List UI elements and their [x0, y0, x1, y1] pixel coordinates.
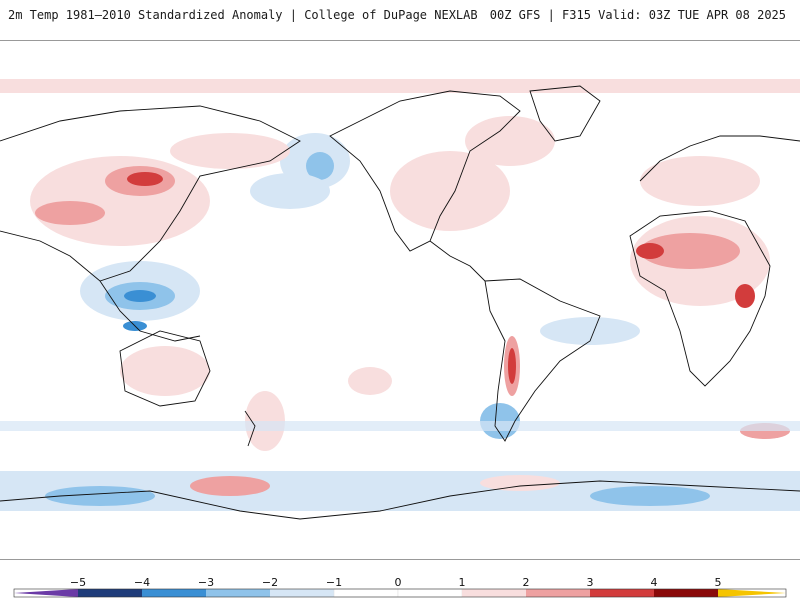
colorbar-bin-7 [462, 589, 526, 597]
coast-greenland [529, 85, 601, 142]
warm-patch-china-core [127, 172, 163, 186]
colorbar-bin-2 [142, 589, 206, 597]
colorbar-tick-label: −1 [325, 576, 343, 589]
warm-patch-africa-mid [640, 233, 740, 269]
colorbar-svg [13, 588, 787, 598]
warm-patch-central-asia [35, 201, 105, 225]
colorbar-tick-label: 2 [522, 576, 530, 589]
warm-patch-north-america [390, 151, 510, 231]
colorbar-bin-5 [333, 588, 399, 598]
colorbar-bin-6 [397, 588, 463, 598]
cold-patch-antarctic-1 [45, 486, 155, 506]
coast-antarctica [0, 480, 800, 520]
cold-patch-maritime-core [124, 290, 156, 302]
colorbar-tick-label: 1 [458, 576, 466, 589]
colorbar-bin-9 [590, 589, 654, 597]
colorbar-tick-label: 4 [650, 576, 658, 589]
header-bar: 2m Temp 1981–2010 Standardized Anomaly |… [0, 0, 800, 40]
coast-asia [0, 105, 301, 282]
cold-patch-north-pacific [250, 173, 330, 209]
colorbar-bin-3 [206, 589, 270, 597]
warm-patch-north-pacific [170, 133, 290, 169]
colorbar-tick-label: 0 [394, 576, 402, 589]
warm-patch-greenland [465, 116, 555, 166]
arctic-warm-band [0, 79, 800, 93]
anomaly-map-svg [0, 79, 800, 520]
colorbar-left-arrow [14, 589, 78, 597]
colorbar-tick-label: −5 [69, 576, 87, 589]
coast-africa [629, 210, 771, 387]
cold-patch-antarctic-2 [590, 486, 710, 506]
coast-se-asia [99, 280, 201, 342]
colorbar-tick-label: 5 [714, 576, 722, 589]
colorbar-bin-10 [654, 589, 718, 597]
model-valid-time: 00Z GFS | F315 Valid: 03Z TUE APR 08 202… [489, 8, 786, 22]
coast-europe [639, 135, 800, 182]
coast-australia [119, 330, 211, 407]
coast-central-america [429, 240, 486, 282]
colorbar-tick-label: −2 [261, 576, 279, 589]
warm-patch-andes-core [508, 348, 516, 384]
colorbar-tick-label: −3 [197, 576, 215, 589]
warm-patch-europe [640, 156, 760, 206]
colorbar-outline [13, 588, 787, 598]
coast-new-zealand [244, 410, 256, 447]
warm-patch-antarctic-2 [480, 475, 560, 491]
cold-patch-bering-mid [306, 152, 334, 180]
colorbar-tick-label: −4 [133, 576, 151, 589]
cold-patch-south-atlantic [540, 317, 640, 345]
colorbar-bin-1 [78, 589, 142, 597]
map-title: 2m Temp 1981–2010 Standardized Anomaly |… [8, 8, 478, 22]
anomaly-shading [0, 79, 800, 511]
warm-patch-east-africa [735, 284, 755, 308]
warm-patch-australia [120, 346, 210, 396]
warm-patch-africa-core [636, 243, 664, 259]
colorbar-bin-8 [526, 589, 590, 597]
coastlines [0, 85, 800, 520]
world-anomaly-map [0, 40, 800, 560]
anomaly-colorbar: −5 −4 −3 −2 −1 0 1 2 3 4 5 [0, 562, 800, 600]
warm-patch-south-pacific [348, 367, 392, 395]
coast-north-america [329, 90, 521, 252]
coast-south-america [484, 278, 601, 442]
southern-ocean-cold-band [0, 421, 800, 431]
colorbar-right-arrow [718, 589, 786, 597]
colorbar-bin-4 [270, 589, 334, 597]
colorbar-tick-label: 3 [586, 576, 594, 589]
warm-patch-antarctic [190, 476, 270, 496]
